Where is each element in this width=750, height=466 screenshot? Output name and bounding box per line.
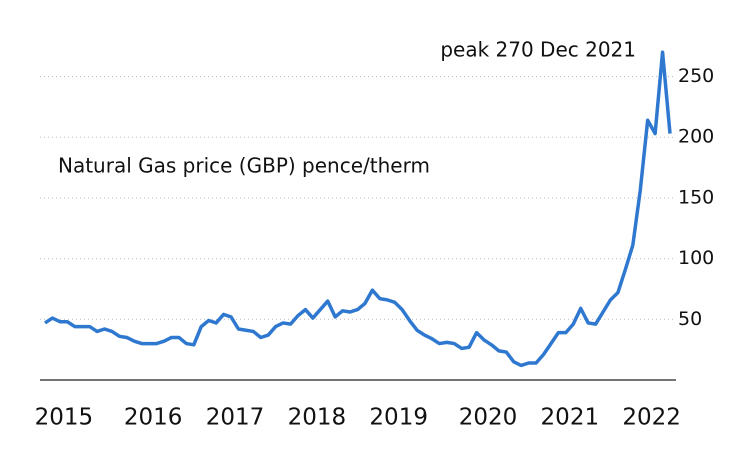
x-tick-label: 2020 xyxy=(459,405,518,431)
series-label: Natural Gas price (GBP) pence/therm xyxy=(58,154,430,178)
y-tick-label: 200 xyxy=(678,126,714,148)
x-tick-label: 2017 xyxy=(206,405,265,431)
y-tick-label: 150 xyxy=(678,186,714,208)
x-tick-label: 2022 xyxy=(622,405,681,431)
y-tick-label: 100 xyxy=(678,247,714,269)
x-tick-label: 2021 xyxy=(541,405,600,431)
line-series xyxy=(44,50,672,368)
y-tick-label: 250 xyxy=(678,65,714,87)
x-tick-label: 2015 xyxy=(35,405,94,431)
x-tick-label: 2016 xyxy=(124,405,183,431)
annotation: peak 270 Dec 2021 xyxy=(440,38,636,62)
x-tick-label: 2018 xyxy=(288,405,347,431)
x-tick-label: 2019 xyxy=(369,405,428,431)
y-tick-label: 50 xyxy=(678,308,702,330)
